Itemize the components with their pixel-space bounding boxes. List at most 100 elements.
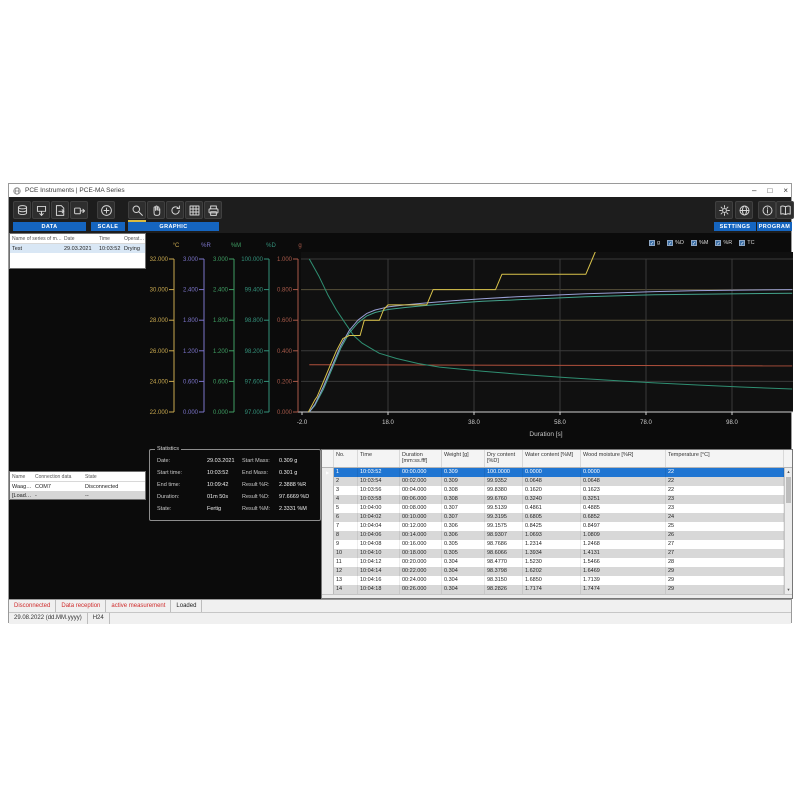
table-row[interactable]: 2 10:03:54 00:02.000 0.309 99.9352 0.0648 0.06… xyxy=(322,477,792,486)
svg-text:1.800: 1.800 xyxy=(183,318,199,324)
import-button[interactable] xyxy=(32,201,50,219)
table-cell: 00:10.000 xyxy=(400,513,442,522)
svg-text:97.000: 97.000 xyxy=(245,410,264,416)
table-grid-icon xyxy=(189,205,199,215)
column-header[interactable]: No. xyxy=(334,450,358,467)
checkbox-checked-icon[interactable]: ✓ xyxy=(739,240,746,247)
export-device-button[interactable] xyxy=(70,201,88,219)
checkbox-checked-icon[interactable]: ✓ xyxy=(667,240,674,247)
table-row[interactable]: 9 10:04:08 00:16.000 0.305 98.7686 1.2314 1.24… xyxy=(322,540,792,549)
table-row[interactable]: 11 10:04:12 00:20.000 0.304 98.4770 1.5230 1.5… xyxy=(322,558,792,567)
manual-button[interactable] xyxy=(776,201,794,219)
devices-list[interactable]: Name Connection data State Waage (1)COM7 Dis… xyxy=(9,471,146,500)
legend-item-pctM[interactable]: ✓ %M xyxy=(690,240,708,247)
legend-item-pctR[interactable]: ✓ %R xyxy=(715,240,733,247)
row-selector xyxy=(322,576,334,585)
minimize-button[interactable]: – xyxy=(752,186,757,195)
legend-item-g[interactable]: ✓ g xyxy=(649,240,660,247)
table-row[interactable]: 7 10:04:04 00:12.000 0.306 99.1575 0.8425 0.84… xyxy=(322,522,792,531)
series-list[interactable]: Name of series of me... Date Time Operating… xyxy=(9,233,146,269)
pan-tool-button[interactable] xyxy=(147,201,165,219)
series-row[interactable]: Test 29.03.2021 10:03:52 Drying xyxy=(10,244,145,253)
zoom-tool-button[interactable] xyxy=(128,201,146,219)
svg-text:2.400: 2.400 xyxy=(213,288,229,294)
table-row[interactable]: ▶ 1 10:03:52 00:00.000 0.309 100.0000 0.0000 0.… xyxy=(322,468,792,477)
stat-value: 2.3888 %R xyxy=(279,482,307,488)
svg-text:32.000: 32.000 xyxy=(150,257,169,263)
stat-label: Date: xyxy=(157,458,171,464)
stat-value: 97.6669 %D xyxy=(279,494,310,500)
horizontal-scrollbar[interactable] xyxy=(322,594,792,598)
series-line-pctR xyxy=(308,289,793,413)
checkbox-checked-icon[interactable]: ✓ xyxy=(715,240,722,247)
table-row[interactable]: 13 10:04:16 00:24.000 0.304 98.3150 1.6850 1.7… xyxy=(322,576,792,585)
table-row[interactable]: 14 10:04:18 00:26.000 0.304 98.2826 1.7174 1.7… xyxy=(322,585,792,594)
table-cell: 27 xyxy=(666,540,784,549)
maximize-button[interactable]: □ xyxy=(767,186,773,195)
device-row[interactable]: Waage (1)COM7 Disconnected xyxy=(10,482,145,491)
legend-item-TC[interactable]: ✓ TC xyxy=(739,240,755,247)
column-header[interactable]: Water content [%M] xyxy=(523,450,581,467)
svg-text:28.000: 28.000 xyxy=(150,318,169,324)
table-row[interactable]: 10 10:04:10 00:18.000 0.305 98.6066 1.3934 1.4… xyxy=(322,549,792,558)
reset-view-button[interactable] xyxy=(166,201,184,219)
table-cell: 24 xyxy=(666,513,784,522)
column-header[interactable]: Temperature [°C] xyxy=(666,450,784,467)
legend-item-pctD[interactable]: ✓ %D xyxy=(667,240,684,247)
vertical-scrollbar[interactable]: ▲ ▼ xyxy=(784,468,792,594)
stat-label: Duration: xyxy=(157,494,180,500)
export-document-button[interactable] xyxy=(51,201,69,219)
table-row[interactable]: 12 10:04:14 00:22.000 0.304 98.3798 1.6202 1.6… xyxy=(322,567,792,576)
table-cell: 00:20.000 xyxy=(400,558,442,567)
table-row[interactable]: 5 10:04:00 00:08.000 0.307 99.5139 0.4861 0.48… xyxy=(322,504,792,513)
table-row[interactable]: 4 10:03:58 00:06.000 0.308 99.6760 0.3240 0.32… xyxy=(322,495,792,504)
scroll-up-icon[interactable]: ▲ xyxy=(786,469,791,474)
table-cell: 00:12.000 xyxy=(400,522,442,531)
column-header[interactable]: Wood moisture [%R] xyxy=(581,450,666,467)
tab-graphic[interactable]: GRAPHIC xyxy=(128,222,219,231)
info-button[interactable] xyxy=(758,201,776,219)
grid-view-button[interactable] xyxy=(185,201,203,219)
table-cell: 1.7139 xyxy=(581,576,666,585)
chart-area[interactable]: -2.0 18.0 38.0 58.0 78.0 98.0 Duration [s] 32.0… xyxy=(146,234,794,446)
svg-text:g: g xyxy=(298,243,301,249)
open-database-button[interactable] xyxy=(13,201,31,219)
svg-text:98.200: 98.200 xyxy=(245,349,264,355)
table-row[interactable]: 3 10:03:56 00:04.000 0.308 99.8380 0.1620 0.16… xyxy=(322,486,792,495)
tab-settings[interactable]: SETTINGS xyxy=(714,222,756,231)
stat-label: Start time: xyxy=(157,470,183,476)
table-cell: 5 xyxy=(334,504,358,513)
legend-label: TC xyxy=(747,240,755,246)
language-button[interactable] xyxy=(735,201,753,219)
scrollbar-thumb[interactable] xyxy=(786,477,791,503)
settings-button[interactable] xyxy=(715,201,733,219)
table-cell: 10:04:18 xyxy=(358,585,400,594)
checkbox-checked-icon[interactable]: ✓ xyxy=(690,240,697,247)
table-cell: 0.306 xyxy=(442,531,485,540)
column-header[interactable]: Duration [mm:ss.fff] xyxy=(400,450,442,467)
table-cell: 10 xyxy=(334,549,358,558)
table-row[interactable]: 8 10:04:06 00:14.000 0.306 98.9307 1.0693 1.08… xyxy=(322,531,792,540)
column-header[interactable]: Weight [g] xyxy=(442,450,485,467)
table-cell: 28 xyxy=(666,558,784,567)
table-cell: 10:04:14 xyxy=(358,567,400,576)
table-row[interactable]: 6 10:04:02 00:10.000 0.307 99.3195 0.6805 0.68… xyxy=(322,513,792,522)
device-row[interactable]: [Loaded] - -- xyxy=(10,491,145,499)
column-header[interactable]: Time xyxy=(358,450,400,467)
print-button[interactable] xyxy=(204,201,222,219)
status-bar: Disconnected Data reception active measure… xyxy=(9,599,791,612)
chart-canvas[interactable]: -2.0 18.0 38.0 58.0 78.0 98.0 Duration [s] 32.0… xyxy=(146,234,794,446)
column-header[interactable]: Dry content [%D] xyxy=(485,450,523,467)
legend-label: %R xyxy=(723,240,733,246)
add-scale-button[interactable] xyxy=(97,201,115,219)
close-button[interactable]: × xyxy=(783,186,788,195)
tab-scale[interactable]: SCALE xyxy=(91,222,125,231)
measurement-table[interactable]: No. Time Duration [mm:ss.fff] Weight [g] Dry… xyxy=(321,449,793,599)
tab-data[interactable]: DATA xyxy=(13,222,86,231)
table-cell: 10:04:04 xyxy=(358,522,400,531)
import-icon xyxy=(36,205,46,216)
checkbox-checked-icon[interactable]: ✓ xyxy=(649,240,655,247)
cell: 10:03:52 xyxy=(99,245,121,252)
scroll-down-icon[interactable]: ▼ xyxy=(786,587,791,592)
tab-program[interactable]: PROGRAM xyxy=(757,222,792,231)
